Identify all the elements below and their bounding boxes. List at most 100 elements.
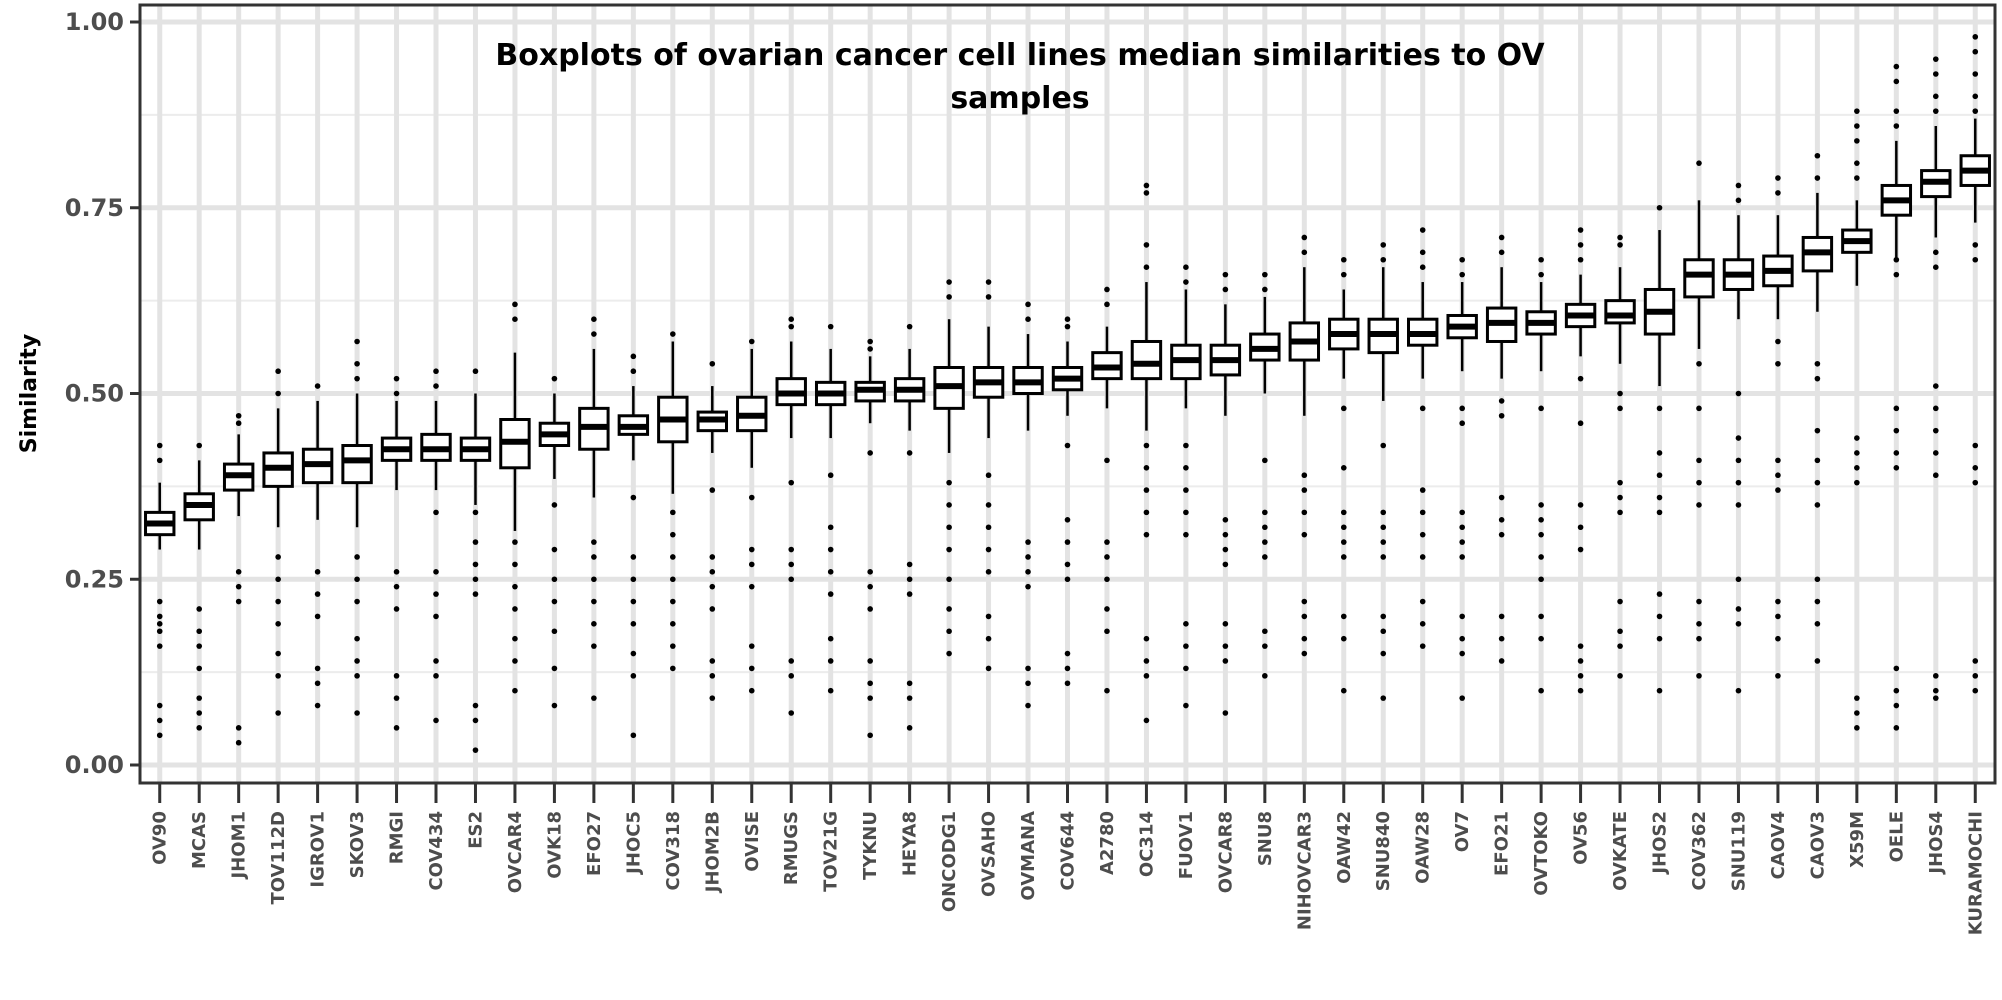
box-x59m xyxy=(1841,108,1873,731)
x-tick-label: RMUGS xyxy=(781,811,802,885)
outlier-point xyxy=(1972,673,1979,679)
outlier-point xyxy=(1340,509,1347,516)
outlier-point xyxy=(1893,687,1900,694)
outlier-point xyxy=(1972,687,1979,694)
outlier-point xyxy=(630,673,637,679)
outlier-point xyxy=(1656,613,1663,620)
outlier-point xyxy=(709,554,716,560)
outlier-point xyxy=(946,650,952,657)
outlier-point xyxy=(1972,108,1979,114)
outlier-point xyxy=(551,598,558,605)
outlier-point xyxy=(1775,175,1781,181)
outlier-point xyxy=(1262,554,1268,560)
box-ovsaho xyxy=(972,279,1005,672)
outlier-point xyxy=(472,539,479,545)
y-axis: 0.00 0.25 0.50 0.75 1.00 xyxy=(65,8,140,779)
outlier-point xyxy=(906,561,913,568)
outlier-point xyxy=(985,524,992,531)
outlier-point xyxy=(1498,398,1505,404)
outlier-point xyxy=(1656,509,1663,516)
outlier-point xyxy=(1380,613,1387,620)
box-snu119 xyxy=(1722,182,1755,694)
outlier-point xyxy=(551,665,558,672)
outlier-point xyxy=(1064,442,1071,449)
outlier-point xyxy=(985,279,992,285)
outlier-point xyxy=(906,450,913,456)
outlier-point xyxy=(1656,405,1663,412)
box-iqr xyxy=(1130,339,1163,381)
outlier-point xyxy=(1735,390,1742,397)
outlier-point xyxy=(1104,554,1110,560)
outlier-point xyxy=(748,546,755,553)
outlier-point xyxy=(827,658,834,664)
outlier-point xyxy=(275,598,281,605)
outlier-point xyxy=(1577,227,1584,233)
outlier-point xyxy=(1262,509,1268,516)
outlier-point xyxy=(1932,249,1939,256)
box-heya8 xyxy=(893,323,926,731)
box-tyknu xyxy=(854,338,886,739)
outlier-point xyxy=(1459,554,1465,560)
outlier-point xyxy=(1617,405,1623,412)
outlier-point xyxy=(1222,621,1229,627)
outlier-point xyxy=(1183,621,1189,627)
outlier-point xyxy=(1617,390,1623,397)
outlier-point xyxy=(1735,621,1742,627)
outlier-point xyxy=(985,472,992,479)
outlier-point xyxy=(1893,465,1900,471)
outlier-point xyxy=(393,390,400,397)
x-tick-label: OV7 xyxy=(1452,811,1473,852)
outlier-point xyxy=(1419,554,1426,560)
outlier-point xyxy=(156,732,163,739)
outlier-point xyxy=(748,338,755,345)
outlier-point xyxy=(472,576,479,583)
outlier-point xyxy=(1735,457,1742,464)
outlier-point xyxy=(1932,108,1939,114)
outlier-point xyxy=(1459,635,1465,642)
outlier-point xyxy=(1577,658,1584,664)
box-ovcar8 xyxy=(1209,271,1242,716)
outlier-point xyxy=(1972,465,1979,471)
outlier-point xyxy=(1104,687,1110,694)
outlier-point xyxy=(1617,598,1623,605)
x-tick-label: OELE xyxy=(1886,811,1907,862)
outlier-point xyxy=(1577,375,1584,382)
x-tick-label: COV362 xyxy=(1689,811,1710,891)
box-fuov1 xyxy=(1170,264,1202,709)
outlier-point xyxy=(630,494,637,501)
outlier-point xyxy=(1104,628,1110,635)
outlier-point xyxy=(393,569,400,575)
outlier-point xyxy=(1380,695,1387,701)
outlier-point xyxy=(1854,138,1860,144)
outlier-point xyxy=(985,569,992,575)
outlier-point xyxy=(235,583,242,590)
outlier-point xyxy=(551,546,558,553)
x-tick-label: TOV112D xyxy=(268,811,289,905)
outlier-point xyxy=(1617,628,1623,635)
x-tick-label: MCAS xyxy=(189,811,210,869)
outlier-point xyxy=(1893,123,1900,129)
outlier-point xyxy=(1262,628,1268,635)
outlier-point xyxy=(1459,509,1465,516)
outlier-point xyxy=(1775,360,1781,367)
outlier-point xyxy=(709,569,716,575)
outlier-point xyxy=(433,591,439,597)
box-jhos2 xyxy=(1643,204,1676,694)
outlier-point xyxy=(235,598,242,605)
outlier-point xyxy=(1932,427,1939,434)
x-tick-label: EFO27 xyxy=(584,811,605,876)
x-tick-label: OVKATE xyxy=(1610,811,1631,891)
x-tick-label: JHOS4 xyxy=(1926,811,1947,876)
x-tick-label: A2780 xyxy=(1097,811,1118,875)
outlier-point xyxy=(1419,531,1426,538)
outlier-point xyxy=(1617,643,1623,649)
outlier-point xyxy=(1498,249,1505,256)
outlier-point xyxy=(591,598,597,605)
outlier-point xyxy=(314,665,321,672)
outlier-point xyxy=(1775,598,1781,605)
outlier-point xyxy=(1893,405,1900,412)
outlier-point xyxy=(354,598,360,605)
box-ovise xyxy=(736,338,768,694)
chart-title-line-2: samples xyxy=(950,81,1089,116)
outlier-point xyxy=(433,509,439,516)
